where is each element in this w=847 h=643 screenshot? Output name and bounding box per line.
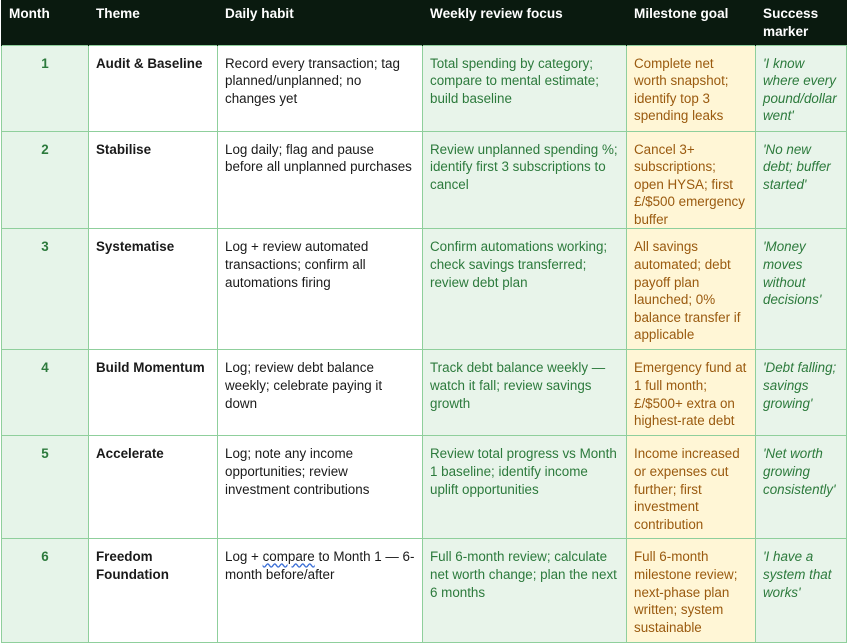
cell-theme[interactable]: Freedom Foundation xyxy=(88,538,218,643)
cell-weekly-review[interactable]: Review unplanned spending %; identify fi… xyxy=(422,130,627,230)
cell-theme[interactable]: Accelerate xyxy=(88,435,218,540)
cell-theme[interactable]: Audit & Baseline xyxy=(88,44,218,132)
spellcheck-underlined-word: compare xyxy=(262,549,315,565)
cell-milestone-goal[interactable]: Complete net worth snapshot; identify to… xyxy=(626,44,756,132)
cell-theme[interactable]: Systematise xyxy=(88,228,218,351)
cell-daily-habit[interactable]: Log; review debt balance weekly; celebra… xyxy=(217,349,423,437)
daily-text-start: Log + xyxy=(225,549,263,565)
cell-daily-habit[interactable]: Log; note any income opportunities; revi… xyxy=(217,435,423,540)
cell-weekly-review[interactable]: Total spending by category; compare to m… xyxy=(422,44,627,132)
cell-theme[interactable]: Stabilise xyxy=(88,130,218,230)
table-header: Month Theme Daily habit Weekly review fo… xyxy=(1,0,847,45)
table-row: 1 Audit & Baseline Record every transact… xyxy=(1,44,847,132)
cell-daily-habit[interactable]: Record every transaction; tag planned/un… xyxy=(217,44,423,132)
cell-daily-habit[interactable]: Log + review automated transactions; con… xyxy=(217,228,423,351)
cell-month[interactable]: 2 xyxy=(1,130,89,230)
table-row: 5 Accelerate Log; note any income opport… xyxy=(1,435,847,540)
cell-weekly-review[interactable]: Confirm automations working; check savin… xyxy=(422,228,627,351)
table-body: 1 Audit & Baseline Record every transact… xyxy=(1,44,847,643)
daily-text-end: to Month 1 — 6-month before/after xyxy=(225,549,415,583)
cell-weekly-review[interactable]: Track debt balance weekly — watch it fal… xyxy=(422,349,627,437)
cell-daily-habit[interactable]: Log + compare to Month 1 — 6-month befor… xyxy=(217,538,423,643)
cell-milestone-goal[interactable]: Cancel 3+ subscriptions; open HYSA; firs… xyxy=(626,130,756,230)
cell-month[interactable]: 6 xyxy=(1,538,89,643)
cell-month[interactable]: 5 xyxy=(1,435,89,540)
table-row: 2 Stabilise Log daily; flag and pause be… xyxy=(1,130,847,230)
header-milestone-goal[interactable]: Milestone goal xyxy=(626,0,756,45)
cell-milestone-goal[interactable]: Income increased or expenses cut further… xyxy=(626,435,756,540)
cell-success-marker[interactable]: 'Net worth growing consistently' xyxy=(755,435,847,540)
cell-success-marker[interactable]: 'I have a system that works' xyxy=(755,538,847,643)
header-success-marker[interactable]: Success marker xyxy=(755,0,847,45)
cell-theme[interactable]: Build Momentum xyxy=(88,349,218,437)
table-row: 4 Build Momentum Log; review debt balanc… xyxy=(1,349,847,437)
cell-milestone-goal[interactable]: All savings automated; debt payoff plan … xyxy=(626,228,756,351)
cell-month[interactable]: 1 xyxy=(1,44,89,132)
table-row: 3 Systematise Log + review automated tra… xyxy=(1,228,847,351)
cell-success-marker[interactable]: 'Money moves without decisions' xyxy=(755,228,847,351)
header-row: Month Theme Daily habit Weekly review fo… xyxy=(1,0,847,45)
cell-month[interactable]: 3 xyxy=(1,228,89,351)
header-daily-habit[interactable]: Daily habit xyxy=(217,0,423,45)
cell-success-marker[interactable]: 'Debt falling; savings growing' xyxy=(755,349,847,437)
cell-success-marker[interactable]: 'No new debt; buffer started' xyxy=(755,130,847,230)
cell-month[interactable]: 4 xyxy=(1,349,89,437)
table-row: 6 Freedom Foundation Log + compare to Mo… xyxy=(1,538,847,643)
cell-milestone-goal[interactable]: Emergency fund at 1 full month; £/$500+ … xyxy=(626,349,756,437)
cell-milestone-goal[interactable]: Full 6-month milestone review; next-phas… xyxy=(626,538,756,643)
cell-weekly-review[interactable]: Review total progress vs Month 1 baselin… xyxy=(422,435,627,540)
cell-weekly-review[interactable]: Full 6-month review; calculate net worth… xyxy=(422,538,627,643)
cell-success-marker[interactable]: 'I know where every pound/dollar went' xyxy=(755,44,847,132)
header-weekly-review-focus[interactable]: Weekly review focus xyxy=(422,0,627,45)
header-theme[interactable]: Theme xyxy=(88,0,218,45)
header-month[interactable]: Month xyxy=(1,0,89,45)
cell-daily-habit[interactable]: Log daily; flag and pause before all unp… xyxy=(217,130,423,230)
